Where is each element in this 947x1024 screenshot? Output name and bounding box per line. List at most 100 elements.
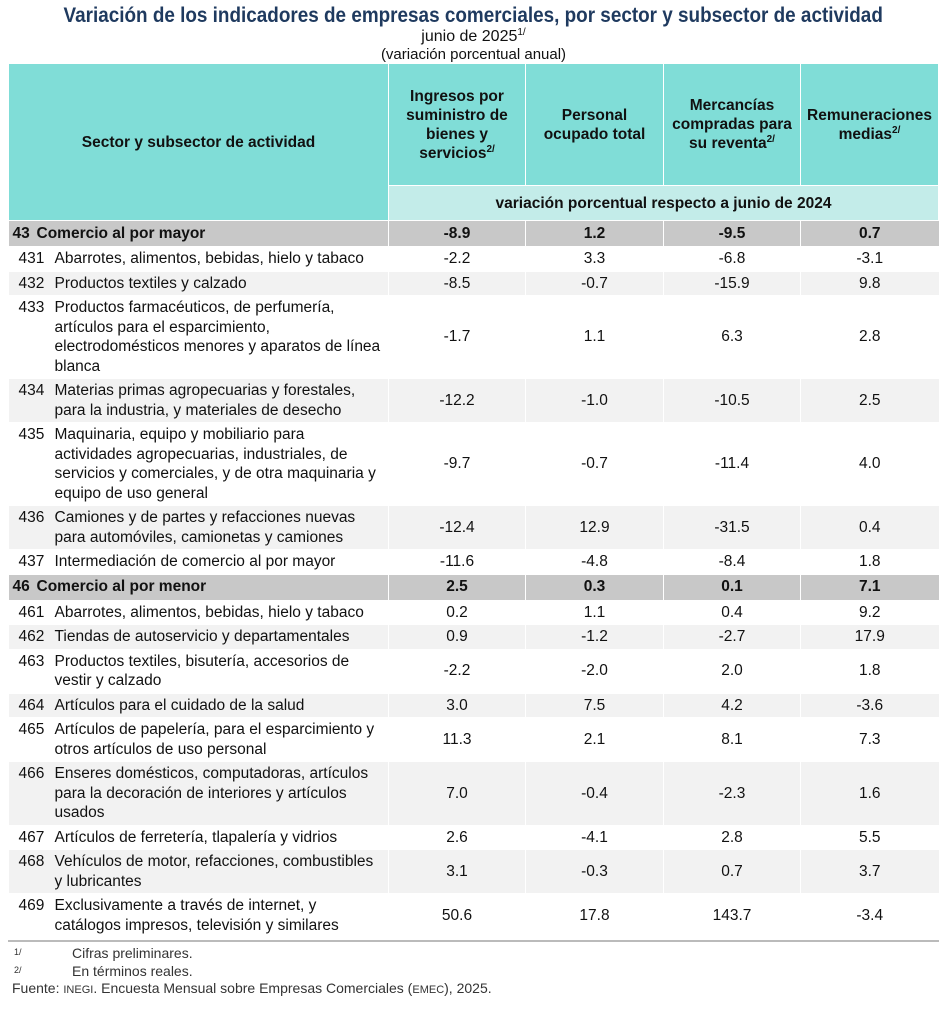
row-label: 433 Productos farmacéuticos, de perfumerí… [8,295,389,379]
row-name: Vehículos de motor, refacciones, combust… [54,853,374,890]
value-cell: -10.5 [663,378,801,423]
value-cell: 1.8 [800,649,939,694]
value-cell: 2.8 [663,825,801,850]
value-cell: -1.7 [388,295,526,379]
period: junio de 20251/ [421,27,526,46]
divider [8,940,939,942]
value-cell: 7.0 [388,761,526,826]
subsector-row: 435 Maquinaria, equipo y mobiliario para … [8,422,939,506]
row-label: 469 Exclusivamente a través de internet, … [8,893,389,938]
row-name: Comercio al por mayor [36,224,206,242]
value-cell: 7.3 [800,717,939,762]
row-name: Productos textiles, bisutería, accesorio… [54,652,350,690]
subsector-row: 464 Artículos para el cuidado de la salud… [8,693,939,718]
value-cell: -8.9 [388,220,526,247]
data-table: Sector y subsector de actividad Ingresos… [8,63,939,938]
value-cell: -2.2 [388,649,526,694]
value-cell: 2.6 [388,825,526,850]
value-cell: 2.5 [388,574,526,601]
value-cell: -4.1 [525,825,664,850]
header-personal: Personal ocupado total [525,63,664,186]
row-code: 433 [18,299,45,316]
value-cell: -2.3 [663,761,801,826]
value-cell: 2.5 [800,378,939,423]
value-cell: -1.2 [525,624,664,650]
header-mercancias: Mercancías compradas para su reventa2/ [663,63,801,186]
row-label: 437 Intermediación de comercio al por may… [8,549,389,575]
value-cell: 5.5 [800,825,939,850]
units: (variación porcentual anual) [380,46,567,63]
row-code: 432 [18,274,45,292]
source-note: Fuente: INEGI. Encuesta Mensual sobre Em… [12,980,492,996]
value-cell: -8.4 [663,549,801,575]
value-cell: 11.3 [388,717,526,762]
value-cell: -3.6 [800,693,939,718]
value-cell: 7.1 [800,574,939,601]
row-name: Abarrotes, alimentos, bebidas, hielo y t… [54,250,364,267]
row-name: Artículos para el cuidado de la salud [54,696,305,714]
value-cell: 0.7 [663,849,801,894]
subsector-row: 465 Artículos de papelería, para el espar… [8,717,939,762]
value-cell: -11.4 [663,422,801,506]
row-name: Productos farmacéuticos, de perfumería, … [54,299,381,375]
row-code: 463 [18,652,45,670]
value-cell: 1.8 [800,549,939,575]
subsector-row: 437 Intermediación de comercio al por may… [8,549,939,575]
value-cell: 143.7 [663,893,801,938]
value-cell: 50.6 [388,893,526,938]
row-label: 46 Comercio al por menor [8,574,389,601]
value-cell: 17.8 [525,893,664,938]
row-name: Camiones y de partes y refacciones nueva… [54,509,356,546]
value-cell: -2.0 [525,649,664,694]
row-label: 468 Vehículos de motor, refacciones, comb… [8,849,389,894]
subsector-row: 431 Abarrotes, alimentos, bebidas, hielo … [8,246,939,272]
subsector-row: 433 Productos farmacéuticos, de perfumerí… [8,295,939,379]
row-name: Artículos de papelería, para el esparcim… [54,721,375,758]
row-label: 462 Tiendas de autoservicio y departament… [8,624,389,650]
footnote-1: 1/Cifras preliminares. [14,945,193,961]
value-cell: 0.4 [800,505,939,550]
row-name: Intermediación de comercio al por mayor [54,553,336,570]
row-name: Enseres domésticos, computadoras, artícu… [54,765,369,821]
row-code: 466 [18,765,45,782]
value-cell: 0.9 [388,624,526,650]
value-cell: -2.2 [388,246,526,272]
row-label: 466 Enseres domésticos, computadoras, art… [8,761,389,826]
value-cell: -12.4 [388,505,526,550]
sector-row: 43 Comercio al por mayor -8.9 1.2 -9.5 0.7 [8,220,939,247]
value-cell: -6.8 [663,246,801,272]
value-cell: -1.0 [525,378,664,423]
row-label: 43 Comercio al por mayor [8,220,389,247]
row-code: 437 [18,553,45,570]
row-code: 469 [18,897,45,914]
subsector-row: 463 Productos textiles, bisutería, acceso… [8,649,939,694]
row-name: Exclusivamente a través de internet, y c… [54,897,339,934]
value-cell: 2.0 [663,649,801,694]
row-code: 461 [18,603,45,621]
value-cell: 7.5 [525,693,664,718]
value-cell: 1.6 [800,761,939,826]
row-code: 436 [18,509,45,526]
row-code: 434 [18,382,45,399]
subsector-row: 467 Artículos de ferretería, tlapalería y… [8,825,939,850]
row-label: 465 Artículos de papelería, para el espar… [8,717,389,762]
row-name: Comercio al por menor [36,578,207,596]
value-cell: -0.4 [525,761,664,826]
value-cell: -3.1 [800,246,939,272]
value-cell: -3.4 [800,893,939,938]
row-name: Tiendas de autoservicio y departamentale… [54,628,350,645]
header-sector: Sector y subsector de actividad [8,63,389,221]
value-cell: 6.3 [663,295,801,379]
row-code: 467 [18,828,45,846]
value-cell: 2.8 [800,295,939,379]
value-cell: 0.2 [388,600,526,625]
row-name: Productos textiles y calzado [54,274,247,292]
page-title: Variación de los indicadores de empresas… [63,4,884,27]
row-name: Materias primas agropecuarias y forestal… [54,382,356,419]
row-code: 462 [18,628,45,645]
value-cell: 0.3 [525,574,664,601]
header-ingresos: Ingresos por suministro de bienes y serv… [388,63,526,186]
row-label: 436 Camiones y de partes y refacciones nu… [8,505,389,550]
row-label: 435 Maquinaria, equipo y mobiliario para … [8,422,389,506]
